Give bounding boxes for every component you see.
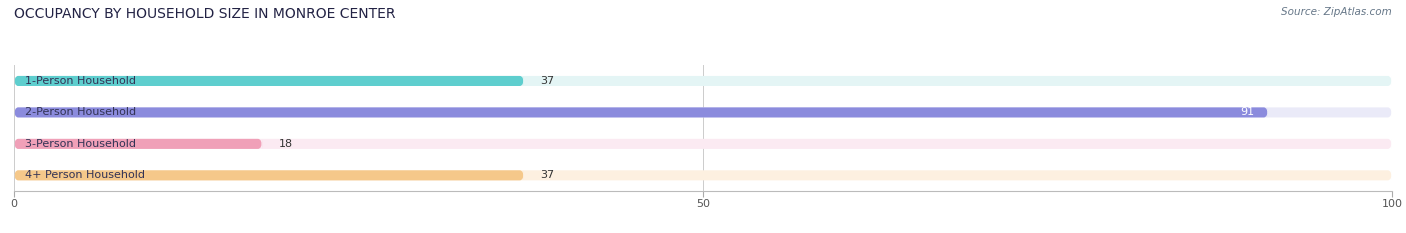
FancyBboxPatch shape <box>14 139 1392 149</box>
FancyBboxPatch shape <box>14 170 1392 180</box>
Text: 4+ Person Household: 4+ Person Household <box>25 170 145 180</box>
FancyBboxPatch shape <box>14 139 262 149</box>
FancyBboxPatch shape <box>14 76 524 86</box>
Text: 18: 18 <box>278 139 292 149</box>
Text: 1-Person Household: 1-Person Household <box>25 76 136 86</box>
Text: OCCUPANCY BY HOUSEHOLD SIZE IN MONROE CENTER: OCCUPANCY BY HOUSEHOLD SIZE IN MONROE CE… <box>14 7 395 21</box>
Text: 2-Person Household: 2-Person Household <box>25 107 136 117</box>
Text: 91: 91 <box>1240 107 1254 117</box>
Text: 37: 37 <box>540 76 554 86</box>
Text: 3-Person Household: 3-Person Household <box>25 139 136 149</box>
Text: Source: ZipAtlas.com: Source: ZipAtlas.com <box>1281 7 1392 17</box>
FancyBboxPatch shape <box>14 107 1268 117</box>
FancyBboxPatch shape <box>14 170 524 180</box>
Text: 37: 37 <box>540 170 554 180</box>
FancyBboxPatch shape <box>14 107 1392 117</box>
FancyBboxPatch shape <box>14 76 1392 86</box>
